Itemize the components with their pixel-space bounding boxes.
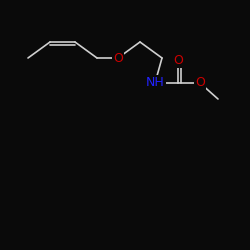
Text: O: O: [173, 54, 183, 66]
Text: NH: NH: [146, 76, 165, 90]
Text: O: O: [113, 52, 123, 64]
Text: O: O: [195, 76, 205, 90]
